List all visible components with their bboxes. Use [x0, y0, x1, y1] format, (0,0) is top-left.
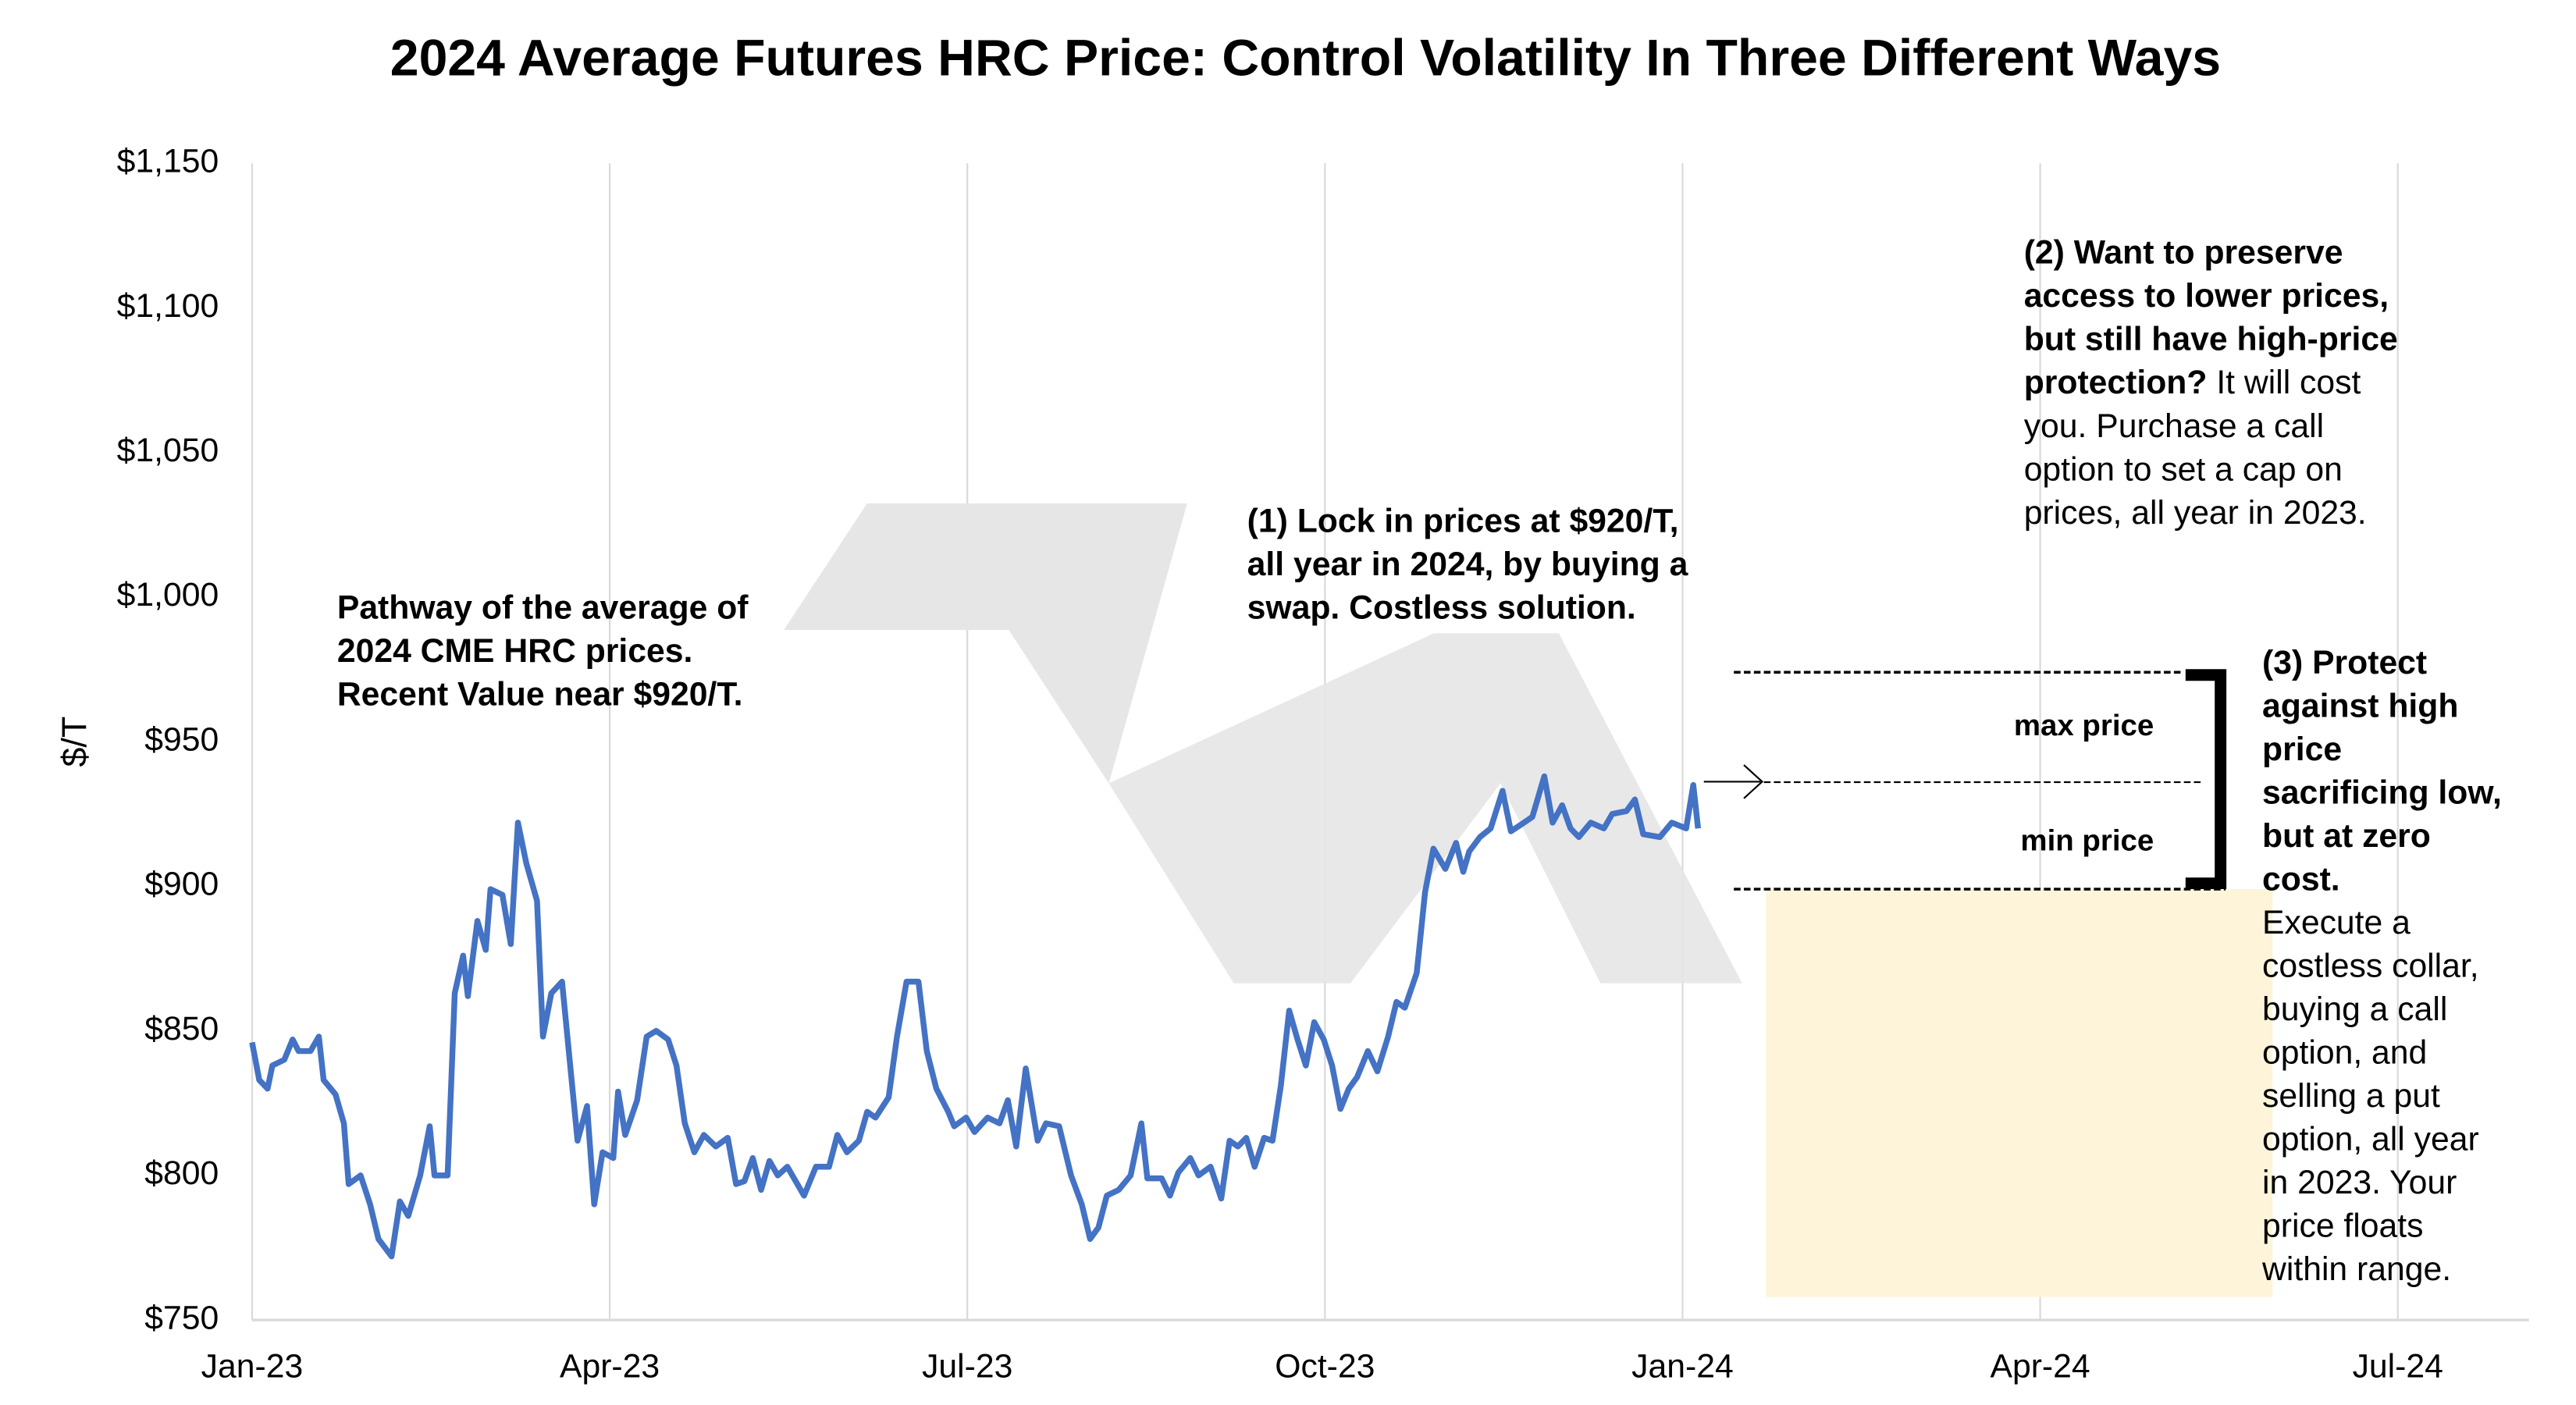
y-tick-label: $1,050	[117, 432, 219, 469]
annotation-bold: all year in 2024, by buying a	[1247, 546, 1689, 583]
annotation-bold: cost.	[2262, 861, 2340, 898]
y-axis-label: $/T	[55, 717, 94, 767]
x-tick-label: Apr-24	[1991, 1347, 2090, 1385]
annotation-bold: swap. Costless solution.	[1247, 589, 1636, 627]
annotation-text: but still have high-price	[2024, 321, 2398, 358]
bracket	[1703, 669, 2227, 890]
annotation-normal: in 2023. Your	[2262, 1164, 2457, 1201]
annotation-text: swap. Costless solution.	[1247, 589, 1636, 627]
annotation-text: selling a put	[2262, 1077, 2440, 1115]
x-tick-label: Apr-23	[560, 1347, 660, 1385]
annotation-bold: sacrificing low,	[2262, 774, 2502, 812]
x-tick-label: Jan-24	[1631, 1347, 1734, 1385]
annotation-text: buying a call	[2262, 991, 2447, 1028]
x-tick-label: Jan-23	[201, 1347, 304, 1385]
annotation-text: Execute a	[2262, 904, 2411, 941]
annotation-text: option, and	[2262, 1034, 2427, 1072]
annotation-text: (3) Protect	[2262, 644, 2427, 681]
annotation-text: access to lower prices,	[2024, 277, 2389, 315]
annotation-bold: (1) Lock in prices at $920/T,	[1247, 503, 1679, 540]
watermark-shape	[1108, 633, 1742, 984]
annotation-bold: Recent Value near $920/T.	[337, 676, 743, 713]
annotation-normal: option to set a cap on	[2024, 451, 2343, 489]
annotation-bold: but at zero	[2262, 817, 2431, 855]
annotation-bold: but still have high-price	[2024, 321, 2398, 358]
annotation-text: costless collar,	[2262, 948, 2479, 985]
annotation-text: price floats	[2262, 1208, 2423, 1245]
annotation-normal: selling a put	[2262, 1077, 2440, 1115]
annotation-bold: (3) Protect	[2262, 644, 2427, 681]
annotation-text: sacrificing low,	[2262, 774, 2502, 812]
annotation-normal: costless collar,	[2262, 948, 2479, 985]
y-tick-label: $1,150	[117, 143, 219, 180]
annotation-normal: It will cost	[2207, 365, 2361, 402]
annotation: (1) Lock in prices at $920/T, all year in…	[1247, 503, 1689, 627]
price-range-box	[1766, 889, 2273, 1297]
y-tick-label: $750	[144, 1299, 219, 1336]
price-line	[249, 773, 1702, 1260]
arrow-head	[1743, 764, 1764, 799]
annotation-text: but at zero	[2262, 817, 2431, 855]
annotation-text: you. Purchase a call	[2024, 407, 2324, 445]
annotation: (3) Protect against high price sacrificing …	[2261, 644, 2502, 1288]
annotation-text: (1) Lock in prices at $920/T,	[1247, 503, 1679, 540]
annotation: (2) Want to preserve access to lower pric…	[2024, 234, 2398, 532]
chart-title: 2024 Average Futures HRC Price: Control …	[390, 29, 2221, 87]
annotation-normal: you. Purchase a call	[2024, 407, 2324, 445]
annotation-normal: price floats	[2262, 1208, 2423, 1245]
annotation-normal: buying a call	[2262, 991, 2447, 1028]
annotation-bold: protection?	[2024, 365, 2208, 402]
y-tick-label: $850	[144, 1010, 219, 1048]
annotation-text: Pathway of the average of	[337, 589, 749, 627]
annotation-text: option to set a cap on	[2024, 451, 2343, 489]
annotation-bold: access to lower prices,	[2024, 277, 2389, 315]
annotation-text: cost.	[2262, 861, 2340, 898]
annotation: Pathway of the average of 2024 CME HRC pr…	[337, 589, 749, 713]
annotation-text: against high	[2262, 688, 2458, 725]
y-tick-label: $800	[144, 1154, 219, 1192]
x-tick-label: Jul-24	[2353, 1347, 2443, 1385]
annotation-bold: price	[2262, 731, 2342, 768]
annotation-text: prices, all year in 2023.	[2024, 494, 2367, 532]
annotation-text: 2024 CME HRC prices.	[337, 632, 693, 670]
level-label: min price	[2020, 823, 2154, 857]
annotation-text: price	[2262, 731, 2342, 768]
annotation-text: all year in 2024, by buying a	[1247, 546, 1689, 583]
bracket-line	[2185, 669, 2227, 890]
level-label: max price	[2014, 709, 2154, 742]
annotation-normal: option, all year	[2262, 1121, 2479, 1158]
annotation-text: (2) Want to preserve	[2024, 234, 2343, 272]
annotation-bold: Pathway of the average of	[337, 589, 749, 627]
annotation-normal: within range.	[2261, 1250, 2451, 1288]
annotation-normal: option, and	[2262, 1034, 2427, 1072]
annotation-normal: prices, all year in 2023.	[2024, 494, 2367, 532]
watermark	[784, 503, 1742, 984]
annotation-text: in 2023. Your	[2262, 1164, 2457, 1201]
annotation-text: option, all year	[2262, 1121, 2479, 1158]
x-tick-label: Oct-23	[1275, 1347, 1375, 1385]
annotation-text: Recent Value near $920/T.	[337, 676, 743, 713]
annotation-text: protection? It will cost	[2024, 365, 2361, 402]
annotation-normal: Execute a	[2262, 904, 2411, 941]
y-tick-label: $1,000	[117, 576, 219, 614]
x-tick-label: Jul-23	[922, 1347, 1012, 1385]
y-tick-label: $950	[144, 720, 219, 758]
y-tick-label: $900	[144, 866, 219, 903]
annotation-bold: (2) Want to preserve	[2024, 234, 2343, 272]
y-tick-label: $1,100	[117, 287, 219, 325]
annotation-text: within range.	[2261, 1250, 2451, 1288]
watermark-shape	[784, 503, 1187, 784]
annotation-bold: 2024 CME HRC prices.	[337, 632, 693, 670]
annotation-bold: against high	[2262, 688, 2458, 725]
